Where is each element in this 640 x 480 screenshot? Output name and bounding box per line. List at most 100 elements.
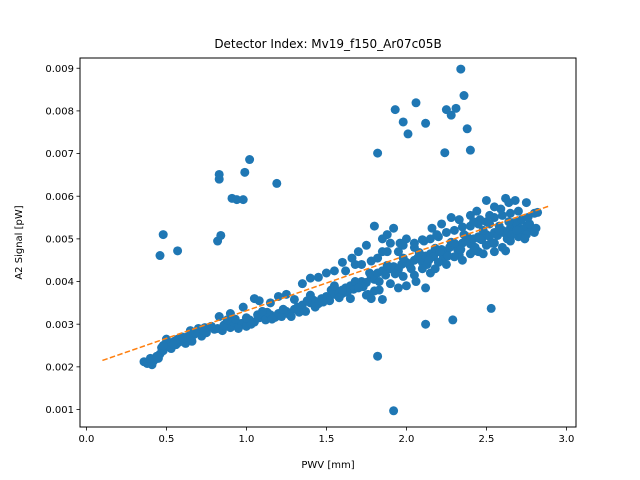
data-point [486, 303, 496, 313]
data-point [232, 195, 242, 205]
data-point [424, 255, 434, 265]
data-point [449, 225, 459, 235]
data-point [350, 259, 360, 269]
data-point [294, 307, 304, 317]
data-point [465, 145, 475, 155]
data-point [389, 406, 399, 416]
data-point [381, 270, 391, 280]
data-point [385, 279, 395, 289]
x-tick-label: 1.5 [318, 434, 334, 445]
data-point [297, 279, 307, 289]
data-point [398, 240, 408, 250]
data-point [366, 256, 376, 266]
x-tick-label: 1.0 [238, 434, 254, 445]
data-point [321, 268, 331, 278]
data-point [504, 217, 514, 227]
data-point [398, 117, 408, 127]
data-point [403, 129, 413, 139]
data-point [393, 247, 403, 257]
data-point [432, 230, 442, 240]
chart-title: Detector Index: Mv19_f150_Ar07c05B [214, 37, 441, 51]
data-point [329, 281, 339, 291]
data-point [512, 225, 522, 235]
data-point [485, 210, 495, 220]
data-point [305, 290, 315, 300]
data-point [245, 155, 255, 165]
data-point [390, 105, 400, 115]
data-point [329, 266, 339, 276]
y-tick-label: 0.005 [45, 234, 74, 245]
data-point [318, 297, 328, 307]
data-point [496, 204, 506, 214]
data-point [443, 251, 453, 261]
data-point [523, 213, 533, 223]
data-point [494, 225, 504, 235]
data-point [233, 323, 243, 333]
x-tick-label: 0.5 [158, 434, 174, 445]
x-axis: 0.0 0.5 1.0 1.5 2.0 2.5 3.0 [78, 427, 574, 445]
data-point [238, 195, 248, 205]
y-tick-label: 0.009 [45, 64, 74, 75]
y-axis-label: A2 Signal [pW] [14, 205, 25, 279]
y-tick-label: 0.006 [45, 192, 74, 203]
y-tick-label: 0.002 [45, 362, 74, 373]
data-point [441, 227, 451, 237]
data-point [281, 289, 291, 299]
x-tick-label: 0.0 [78, 434, 94, 445]
data-point [185, 326, 195, 336]
data-point [481, 195, 491, 205]
data-point [152, 351, 162, 361]
data-point [289, 294, 299, 304]
data-point [341, 266, 351, 276]
data-point [214, 312, 224, 322]
data-point [469, 217, 479, 227]
data-point [521, 198, 531, 208]
data-point [472, 206, 482, 216]
data-point [504, 198, 514, 208]
y-tick-label: 0.008 [45, 106, 74, 117]
data-point [457, 255, 467, 265]
data-point [409, 238, 419, 248]
data-point [489, 247, 499, 257]
data-point [158, 230, 168, 240]
y-axis: 0.001 0.002 0.003 0.004 0.005 0.006 0.007 0.008… [45, 64, 80, 416]
data-point [337, 285, 347, 295]
y-tick-label: 0.003 [45, 320, 74, 331]
data-point [373, 148, 383, 158]
data-point [427, 223, 437, 233]
x-tick-label: 2.5 [478, 434, 494, 445]
data-point [398, 271, 408, 281]
data-point [158, 341, 168, 351]
data-point [513, 206, 523, 216]
data-point [177, 332, 187, 342]
fit-line [102, 204, 551, 362]
data-point [216, 230, 226, 240]
data-point [478, 249, 488, 259]
data-point [531, 223, 541, 233]
data-point [361, 240, 371, 250]
data-point [155, 251, 165, 261]
data-point [373, 351, 383, 361]
data-point [481, 240, 491, 250]
data-point [310, 302, 320, 312]
data-point [286, 312, 296, 322]
data-point [421, 319, 431, 329]
x-axis-label: PWV [mm] [301, 460, 354, 471]
data-point [419, 236, 429, 246]
data-point [454, 215, 464, 225]
data-point [448, 315, 458, 325]
data-point [305, 273, 315, 283]
data-point [446, 110, 456, 120]
y-tick-label: 0.004 [45, 277, 74, 288]
data-point [437, 219, 447, 229]
data-point [393, 283, 403, 293]
data-point [457, 222, 467, 232]
data-point [469, 246, 479, 256]
data-point [240, 167, 250, 177]
data-point [168, 338, 178, 348]
data-point [449, 238, 459, 248]
data-point [246, 319, 256, 329]
data-point [505, 208, 515, 218]
